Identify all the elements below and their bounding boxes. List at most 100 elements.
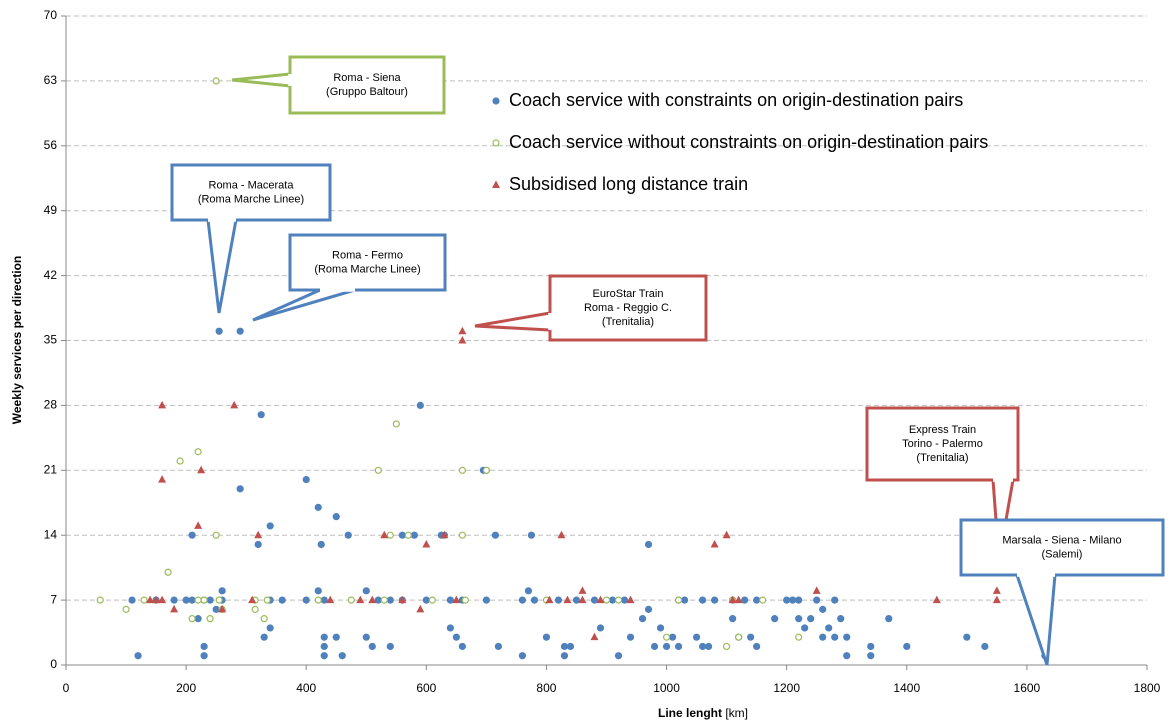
callout-text: Express Train — [909, 424, 976, 436]
x-axis-title: Line lenght [km] — [658, 706, 748, 720]
point — [386, 596, 394, 604]
point — [527, 531, 536, 539]
point — [644, 605, 653, 613]
point — [494, 642, 502, 651]
point — [122, 605, 130, 613]
point — [741, 596, 749, 604]
point — [428, 596, 436, 604]
point — [668, 633, 677, 641]
point — [753, 596, 761, 604]
point — [302, 596, 310, 604]
point — [326, 595, 335, 604]
point — [194, 448, 202, 456]
x-tick-label: 1000 — [653, 681, 680, 695]
point — [317, 540, 325, 549]
x-tick-label: 1800 — [1134, 681, 1161, 695]
point — [386, 531, 394, 539]
point — [176, 457, 184, 465]
point — [992, 586, 1001, 594]
point — [698, 596, 707, 604]
point — [197, 465, 206, 474]
callout-box — [548, 274, 708, 342]
point — [158, 475, 167, 483]
callout-box — [959, 518, 1165, 577]
point — [458, 531, 466, 539]
point — [164, 568, 172, 576]
point — [257, 411, 265, 419]
y-axis-title: Weekly services per direction — [10, 256, 24, 425]
point — [374, 596, 382, 604]
point — [452, 633, 460, 641]
point — [386, 642, 394, 651]
point — [218, 587, 226, 595]
point — [332, 513, 340, 521]
point — [440, 530, 449, 539]
callout-text: (Trenitalia) — [602, 316, 654, 328]
point — [200, 652, 208, 660]
point — [392, 420, 400, 428]
y-tick-label: 56 — [44, 138, 58, 152]
point — [212, 531, 220, 539]
point — [398, 595, 407, 604]
callout-text: Roma - Macerata — [209, 179, 295, 191]
point — [981, 642, 989, 651]
point — [608, 596, 617, 604]
point — [747, 633, 755, 641]
point — [759, 596, 767, 604]
point — [590, 596, 599, 604]
point — [602, 596, 611, 604]
point — [837, 615, 845, 623]
point — [320, 652, 328, 660]
point — [545, 595, 554, 604]
point — [368, 642, 376, 651]
point — [710, 539, 719, 548]
point — [320, 596, 328, 604]
point — [722, 530, 731, 539]
callout-pointer — [474, 311, 551, 332]
callout-pointer — [252, 288, 356, 322]
point — [170, 604, 179, 613]
point — [416, 401, 424, 409]
callout-box — [865, 406, 1020, 482]
point — [560, 652, 569, 660]
callout-text: (Gruppo Baltour) — [326, 86, 408, 98]
point — [236, 485, 244, 493]
point — [344, 531, 352, 539]
legend-label: Coach service with constraints on origin… — [509, 90, 963, 110]
point — [140, 596, 148, 604]
point — [236, 327, 244, 335]
point — [662, 642, 671, 651]
y-tick-label: 63 — [44, 73, 58, 87]
point — [458, 326, 467, 335]
callout-text: EuroStar Train — [593, 288, 664, 300]
legend-marker — [492, 180, 500, 188]
point — [458, 466, 466, 474]
point — [698, 642, 707, 651]
point — [789, 596, 797, 604]
point — [266, 624, 274, 632]
point — [843, 633, 851, 641]
y-tick-label: 35 — [44, 333, 58, 347]
point — [212, 77, 220, 85]
point — [704, 642, 713, 651]
point — [206, 615, 214, 623]
callout-text: Torino - Palermo — [902, 438, 983, 450]
point — [518, 596, 527, 604]
y-tick-label: 0 — [50, 657, 57, 671]
point — [801, 624, 809, 632]
callout-text: Marsala - Siena - Milano — [1002, 534, 1121, 546]
point — [362, 633, 370, 641]
point — [200, 596, 208, 604]
point — [347, 596, 355, 604]
point — [729, 615, 737, 623]
point — [771, 615, 779, 623]
point — [614, 596, 623, 604]
point — [795, 633, 803, 641]
point — [692, 633, 701, 641]
point — [843, 652, 851, 660]
point — [446, 624, 454, 632]
point — [188, 615, 196, 623]
point — [530, 596, 539, 604]
point — [263, 596, 271, 604]
legend-marker — [492, 139, 500, 147]
